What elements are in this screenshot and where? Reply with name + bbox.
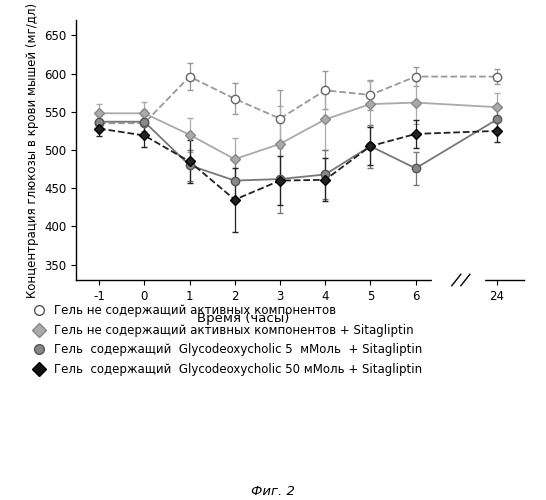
Legend: Гель не содержащий активных компонентов, Гель не содержащий активных компонентов: Гель не содержащий активных компонентов,… (33, 304, 423, 376)
Text: Фиг. 2: Фиг. 2 (251, 485, 295, 498)
Text: Время (часы): Время (часы) (197, 312, 289, 324)
Y-axis label: Концентрация глюкозы в крови мышей (мг/дл): Концентрация глюкозы в крови мышей (мг/д… (26, 2, 39, 298)
